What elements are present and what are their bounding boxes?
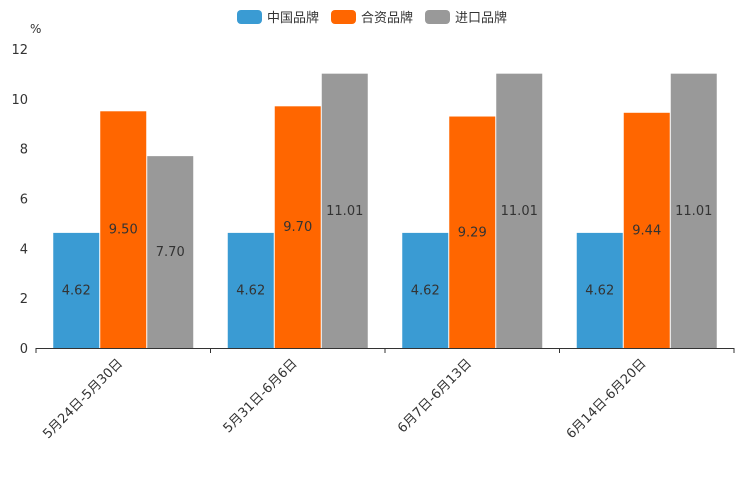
y-tick-label: 6: [20, 193, 28, 208]
x-axis: 5月24日-5月30日 5月31日-6月6日 6月7日-6月13日 6月14日-6月2…: [36, 348, 734, 442]
y-tick-label: 0: [20, 342, 28, 357]
data-label: 4.62: [411, 283, 440, 298]
y-tick-label: 12: [11, 43, 28, 58]
data-label: 9.70: [283, 220, 312, 235]
x-tick-label: 6月7日-6月13日: [395, 356, 475, 436]
data-label: 4.62: [236, 283, 265, 298]
data-label: 7.70: [156, 245, 185, 260]
data-label: 4.62: [585, 283, 614, 298]
x-tick-label: 6月14日-6月20日: [564, 356, 650, 442]
x-tick-label: 5月24日-5月30日: [40, 356, 126, 442]
y-unit-label: %: [30, 22, 41, 36]
x-tick-label: 5月31日-6月6日: [221, 356, 301, 436]
data-label: 11.01: [675, 204, 712, 219]
y-tick-label: 8: [20, 143, 28, 158]
data-label: 11.01: [501, 204, 538, 219]
data-label: 9.50: [109, 223, 138, 238]
bar-chart: % 0 2 4 6 8 10 12 4.62 9.50 7.70 4.62 9.70 11.01 4.6…: [0, 0, 744, 496]
bars: [53, 74, 717, 348]
data-label: 9.44: [632, 223, 661, 238]
data-label: 9.29: [458, 225, 487, 240]
y-tick-label: 2: [20, 292, 28, 307]
y-axis: 0 2 4 6 8 10 12: [11, 43, 28, 357]
data-label: 11.01: [326, 204, 363, 219]
y-tick-label: 4: [20, 242, 28, 257]
data-label: 4.62: [62, 283, 91, 298]
y-tick-label: 10: [11, 93, 28, 108]
